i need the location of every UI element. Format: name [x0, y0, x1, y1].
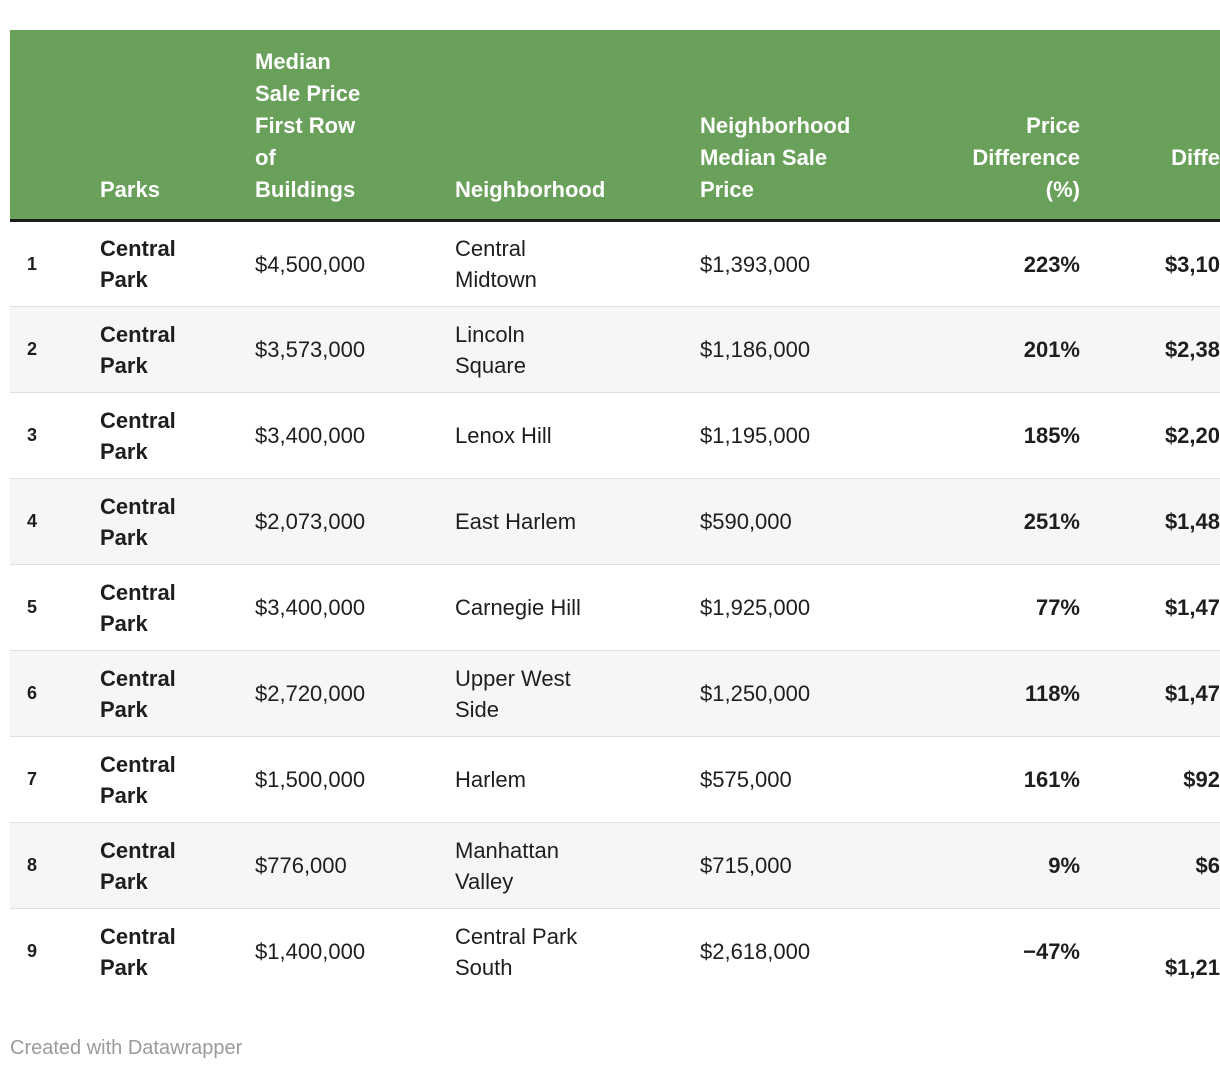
cell-median-first-row: $3,400,000 [235, 392, 435, 479]
cell-neighborhood-median: $715,000 [680, 822, 905, 909]
cell-row-number: 8 [10, 822, 80, 909]
cell-price-diff-usd: $1,21 [1080, 908, 1220, 995]
cell-median-first-row: $3,573,000 [235, 306, 435, 393]
header-cell-neighborhood: Neighborhood [435, 30, 680, 222]
cell-price-diff-pct: 201% [905, 306, 1080, 393]
cell-neighborhood: Lenox Hill [435, 392, 680, 479]
table-header-row: Parks Median Sale Price First Row of Bui… [10, 30, 1220, 222]
cell-price-diff-pct: 9% [905, 822, 1080, 909]
cell-parks: Central Park [80, 306, 235, 393]
cell-row-number: 3 [10, 392, 80, 479]
cell-price-diff-usd: $6 [1080, 822, 1220, 909]
cell-parks: Central Park [100, 236, 176, 292]
cell-neighborhood-median: $1,250,000 [680, 650, 905, 737]
header-cell-row-number [10, 30, 80, 222]
cell-median-first-row: $2,720,000 [235, 650, 435, 737]
table-row: 8 Central Park $776,000 Manhattan Valley… [10, 822, 1220, 909]
header-cell-neighborhood-median: Neighborhood Median Sale Price [680, 30, 905, 222]
cell-median-first-row: $4,500,000 [255, 251, 366, 277]
cell-median-first-row: $776,000 [235, 822, 435, 909]
cell-parks: Central Park [80, 908, 235, 995]
header-cell-median-first-row: Median Sale Price First Row of Buildings [235, 30, 435, 222]
cell-parks: Central Park [80, 478, 235, 565]
cell-price-diff-usd: $2,20 [1080, 392, 1220, 479]
table-row: 2 Central Park $3,573,000 Lincoln Square… [10, 306, 1220, 393]
cell-neighborhood: East Harlem [435, 478, 680, 565]
cell-median-first-row: $2,073,000 [235, 478, 435, 565]
cell-price-diff-usd: $3,10 [1164, 251, 1220, 277]
cell-neighborhood: Central Midtown [455, 236, 537, 292]
cell-median-first-row: $1,400,000 [235, 908, 435, 995]
cell-neighborhood-median: $1,186,000 [680, 306, 905, 393]
table-row: 1 Central Park $4,500,000 Central Midtow… [10, 221, 1220, 307]
table-row: 6 Central Park $2,720,000 Upper West Sid… [10, 650, 1220, 737]
cell-price-diff-usd: $1,47 [1080, 650, 1220, 737]
cell-neighborhood-median: $2,618,000 [680, 908, 905, 995]
cell-row-number: 9 [10, 908, 80, 995]
cell-parks: Central Park [80, 392, 235, 479]
cell-neighborhood: Carnegie Hill [435, 564, 680, 651]
cell-price-diff-pct: −47% [905, 908, 1080, 995]
cell-row-number: 5 [10, 564, 80, 651]
cell-median-first-row: $1,500,000 [235, 736, 435, 823]
cell-median-first-row: $3,400,000 [235, 564, 435, 651]
cell-neighborhood-median: $590,000 [680, 478, 905, 565]
cell-row-number: 1 [27, 253, 38, 274]
header-cell-parks: Parks [80, 30, 235, 222]
cell-price-diff-pct: 118% [905, 650, 1080, 737]
table-row: 4 Central Park $2,073,000 East Harlem $5… [10, 478, 1220, 565]
cell-parks: Central Park [80, 822, 235, 909]
price-table: Parks Median Sale Price First Row of Bui… [10, 30, 1220, 995]
cell-neighborhood: Lincoln Square [435, 306, 680, 393]
cell-neighborhood: Upper West Side [435, 650, 680, 737]
cell-parks: Central Park [80, 564, 235, 651]
table-row: 7 Central Park $1,500,000 Harlem $575,00… [10, 736, 1220, 823]
cell-price-diff-pct: 251% [905, 478, 1080, 565]
cell-price-diff-pct: 223% [1023, 251, 1080, 277]
cell-parks: Central Park [80, 736, 235, 823]
cell-neighborhood: Central Park South [435, 908, 680, 995]
cell-price-diff-usd: $1,48 [1080, 478, 1220, 565]
cell-neighborhood-median: $1,393,000 [700, 251, 811, 277]
cell-neighborhood-median: $1,925,000 [680, 564, 905, 651]
cell-price-diff-pct: 185% [905, 392, 1080, 479]
cell-row-number: 7 [10, 736, 80, 823]
cell-price-diff-usd: $1,47 [1080, 564, 1220, 651]
cell-price-diff-usd: $2,38 [1080, 306, 1220, 393]
table-row: 5 Central Park $3,400,000 Carnegie Hill … [10, 564, 1220, 651]
cell-row-number: 6 [10, 650, 80, 737]
cell-price-diff-usd: $92 [1080, 736, 1220, 823]
cell-parks: Central Park [80, 650, 235, 737]
cell-row-number: 4 [10, 478, 80, 565]
table-row: 3 Central Park $3,400,000 Lenox Hill $1,… [10, 392, 1220, 479]
cell-neighborhood: Harlem [435, 736, 680, 823]
cell-neighborhood: Manhattan Valley [435, 822, 680, 909]
cell-neighborhood-median: $575,000 [680, 736, 905, 823]
cell-row-number: 2 [10, 306, 80, 393]
table-container: Parks Median Sale Price First Row of Bui… [10, 30, 1220, 995]
header-cell-price-diff-usd: Diffe [1080, 30, 1220, 222]
header-cell-price-diff-pct: Price Difference (%) [905, 30, 1080, 222]
cell-price-diff-pct: 161% [905, 736, 1080, 823]
table-row: 9 Central Park $1,400,000 Central Park S… [10, 908, 1220, 995]
cell-neighborhood-median: $1,195,000 [680, 392, 905, 479]
datawrapper-credit-link[interactable]: Created with Datawrapper [10, 1037, 243, 1059]
cell-price-diff-pct: 77% [905, 564, 1080, 651]
